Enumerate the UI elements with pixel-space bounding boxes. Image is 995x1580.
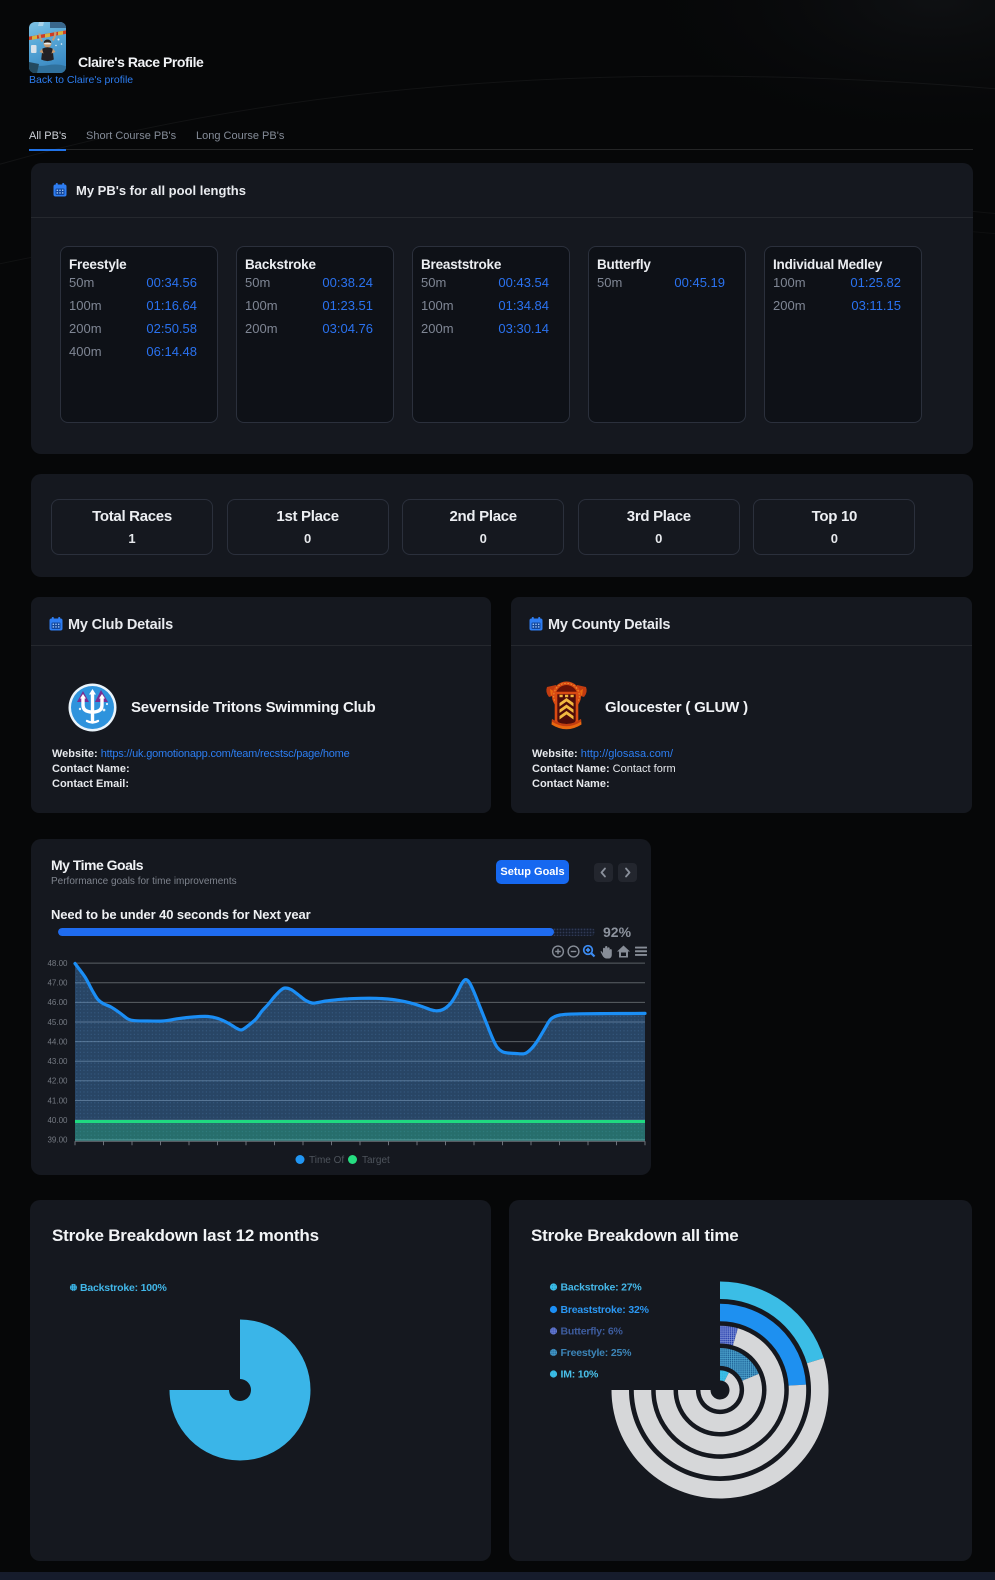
svg-text:IM: 10%: IM: 10% <box>561 1369 600 1381</box>
svg-text:48.00: 48.00 <box>47 959 68 968</box>
svg-text:44.00: 44.00 <box>47 1037 68 1046</box>
svg-text:47.00: 47.00 <box>47 979 68 988</box>
svg-text:40.00: 40.00 <box>47 1116 68 1125</box>
svg-text:43.00: 43.00 <box>47 1057 68 1066</box>
svg-text:Freestyle: 25%: Freestyle: 25% <box>561 1347 633 1359</box>
svg-text:45.00: 45.00 <box>47 1018 68 1027</box>
svg-text:41.00: 41.00 <box>47 1096 68 1105</box>
svg-text:Target: Target <box>362 1155 390 1166</box>
svg-text:42.00: 42.00 <box>47 1077 68 1086</box>
svg-text:Butterfly: 6%: Butterfly: 6% <box>561 1326 624 1338</box>
svg-text:Time Of: Time Of <box>309 1155 344 1166</box>
svg-text:Breaststroke: 32%: Breaststroke: 32% <box>561 1304 650 1316</box>
svg-text:Backstroke: 27%: Backstroke: 27% <box>561 1282 643 1294</box>
svg-text:Backstroke: 100%: Backstroke: 100% <box>80 1282 168 1294</box>
svg-text:39.00: 39.00 <box>47 1136 68 1145</box>
svg-text:46.00: 46.00 <box>47 998 68 1007</box>
